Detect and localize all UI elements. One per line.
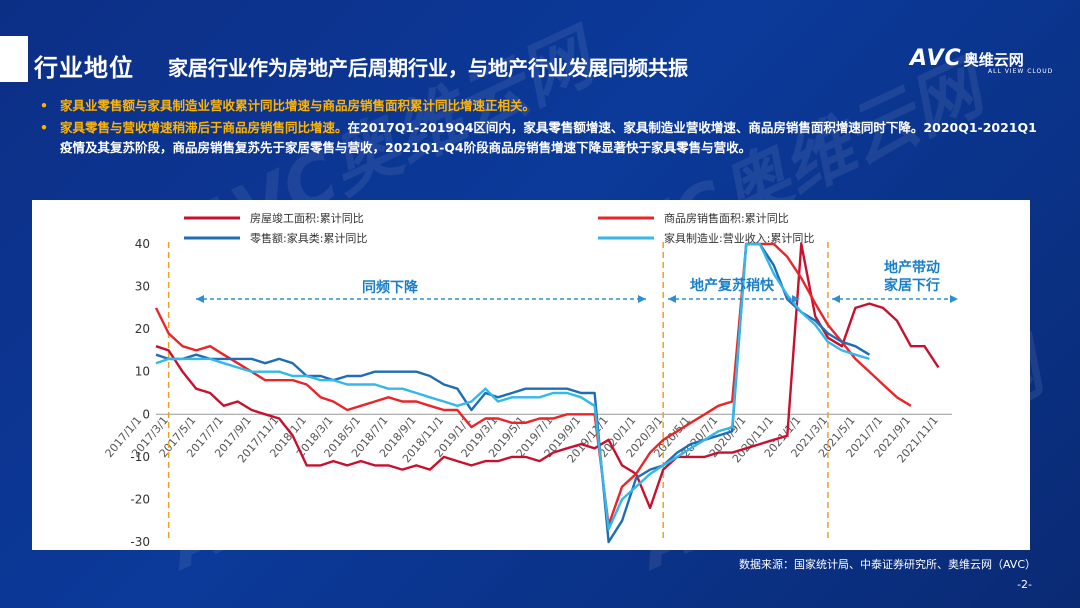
y-tick-label: 40 [135,237,150,251]
chart-container: -30 -20 -10 0 10 20 30 40 2017/1/1 2017/3/1 2017/5… [32,200,1030,550]
bullet-text: 在2017Q1-2019Q4区间内，家具零售额增速、家具制造业营收增速、商品房销… [60,120,1037,155]
y-tick-label: 10 [135,365,150,379]
y-tick-label: 0 [142,407,150,421]
logo-text: AVC [910,46,962,71]
bullet-highlight: 家具业零售额与家具制造业营收累计同比增速与商品房销售面积累计同比增速正相关。 [60,98,536,113]
logo-subtext: ALL VIEW CLOUD [988,68,1054,75]
logo-cn-text: 奥维云网 [963,51,1024,69]
bullet-list: • 家具业零售额与家具制造业营收累计同比增速与商品房销售面积累计同比增速正相关。… [40,96,1040,160]
bullet-dot-icon: • [40,98,48,113]
bullet-highlight: 家具零售与营收增速稍滞后于商品房销售同比增速。 [60,120,348,135]
arrow-left-icon [668,295,676,303]
series-line [155,242,940,510]
series-line [154,242,912,527]
bullet-item: • 家具零售与营收增速稍滞后于商品房销售同比增速。在2017Q1-2019Q4区… [40,118,1040,158]
y-tick-label: 30 [135,280,150,294]
series-line [155,242,870,531]
bullet-item: • 家具业零售额与家具制造业营收累计同比增速与商品房销售面积累计同比增速正相关。 [40,96,1040,116]
bullet-dot-icon: • [40,120,48,135]
arrow-right-icon [638,295,646,303]
page-title: 行业地位 [34,54,134,82]
annotation-label: 地产带动 [884,259,940,276]
arrow-right-icon [792,295,800,303]
annotation-label: 地产复苏稍快 [690,277,775,294]
y-tick-label: -10 [130,450,150,464]
arrow-left-icon [196,295,204,303]
legend-label: 房屋竣工面积:累计同比 [250,211,364,225]
annotation-label: 同频下降 [362,279,419,296]
data-source: 数据来源：国家统计局、中泰证券研究所、奥维云网（AVC） [738,558,1036,571]
arrow-right-icon [950,295,958,303]
legend-label: 商品房销售面积:累计同比 [664,211,789,225]
y-tick-label: 20 [135,322,150,336]
page-subtitle: 家居行业作为房地产后周期行业，与地产行业发展同频共振 [168,56,688,80]
title-accent-bar [0,36,28,82]
y-tick-label: -20 [130,492,150,506]
line-chart: -30-20-100102030402017/1/12017/3/12017/5… [103,211,958,549]
page-number: -2- [1017,578,1032,591]
annotation-label: 家居下行 [884,277,940,294]
legend-label: 零售额:家具类:累计同比 [250,231,367,245]
avc-logo: AVC 奥维云网 ALL VIEW CLOUD [910,46,1052,75]
arrow-left-icon [832,295,840,303]
y-tick-label: -30 [130,535,150,549]
legend-label: 家具制造业:营业收入:累计同比 [664,231,814,245]
